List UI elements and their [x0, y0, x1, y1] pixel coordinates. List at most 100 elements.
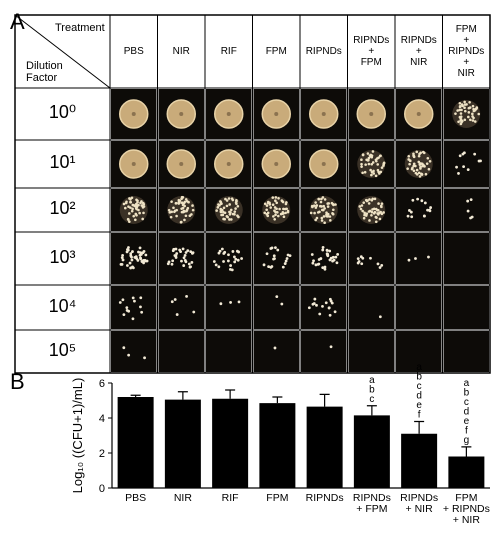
colony [380, 202, 384, 205]
significance-letter: c [417, 381, 422, 392]
colony [428, 159, 432, 163]
colony-center [179, 112, 184, 116]
colony [477, 159, 481, 163]
plate-cell [301, 331, 347, 372]
colony-center [179, 162, 184, 166]
colony [282, 215, 286, 219]
colony [334, 255, 338, 259]
plate-cell [253, 286, 299, 329]
significance-letter: b [416, 372, 422, 383]
colony [283, 262, 287, 265]
colony [174, 202, 178, 205]
bar [117, 397, 154, 488]
colony [414, 164, 417, 168]
colony [463, 100, 466, 104]
colony [417, 160, 421, 164]
colony [323, 265, 327, 269]
plate-cell [396, 331, 442, 372]
x-tick-label: PBS [125, 492, 147, 504]
colony [236, 258, 240, 262]
colony [182, 264, 186, 267]
colony [225, 199, 229, 202]
colony [127, 205, 130, 208]
colony [312, 259, 315, 263]
colony-center [369, 112, 374, 116]
colony [380, 264, 384, 267]
colony [321, 266, 325, 270]
colony-center [274, 112, 279, 116]
colony [376, 262, 380, 266]
colony [328, 215, 332, 218]
colony [364, 198, 368, 202]
colony [184, 214, 188, 218]
colony [220, 247, 224, 251]
colony-center [321, 112, 326, 116]
colony [265, 204, 269, 207]
colony [130, 258, 134, 262]
plate-cell [158, 233, 204, 284]
colony [262, 263, 266, 267]
header-diagonal [14, 14, 111, 89]
colony [226, 259, 230, 263]
significance-letter: a [416, 362, 422, 373]
colony [377, 170, 380, 174]
colony [368, 154, 372, 157]
colony [421, 162, 424, 166]
significance-letter: b [464, 387, 470, 398]
colony [329, 299, 333, 303]
colony [411, 198, 415, 202]
y-tick-label: 0 [99, 483, 105, 495]
colony [379, 170, 383, 174]
plate-cell [348, 331, 394, 372]
colony [227, 253, 230, 257]
x-tick-label: FPM + RIPNDs + NIR [442, 492, 490, 527]
colony [315, 204, 319, 207]
plate-cell [301, 286, 347, 329]
significance-letter: b [369, 384, 375, 395]
colony-spot [167, 196, 196, 224]
colony [367, 202, 371, 205]
colony [229, 211, 232, 214]
colony [362, 216, 366, 220]
colony [234, 207, 237, 210]
colony [336, 252, 340, 256]
colony [369, 168, 372, 172]
colony [325, 211, 328, 214]
colony [142, 211, 145, 215]
colony [423, 201, 427, 205]
colony [133, 204, 137, 208]
colony [370, 162, 374, 166]
colony [219, 200, 223, 204]
significance-letter: d [464, 406, 470, 417]
colony [226, 215, 229, 219]
colony [472, 116, 475, 120]
colony [333, 310, 337, 314]
colony [222, 217, 225, 221]
colony [181, 247, 185, 251]
colony [471, 119, 475, 122]
colony [180, 195, 184, 199]
colony [429, 206, 433, 209]
colony [415, 168, 419, 172]
colony [286, 253, 290, 257]
colony [466, 168, 470, 172]
colony [144, 253, 148, 257]
colony [412, 169, 416, 173]
colony [121, 298, 125, 302]
colony-center [416, 112, 421, 116]
colony [407, 158, 410, 161]
colony [458, 154, 462, 158]
colony-center [274, 162, 279, 166]
colony [172, 206, 175, 210]
colony [372, 169, 375, 173]
colony [364, 214, 368, 217]
colony [326, 254, 330, 258]
colony [129, 206, 132, 209]
colony [419, 151, 422, 155]
colony [375, 216, 378, 219]
colony [134, 255, 138, 259]
colony [407, 258, 411, 262]
plate-cell [396, 286, 442, 329]
x-tick-label: RIPNDs + NIR [400, 492, 439, 516]
colony [236, 204, 240, 208]
